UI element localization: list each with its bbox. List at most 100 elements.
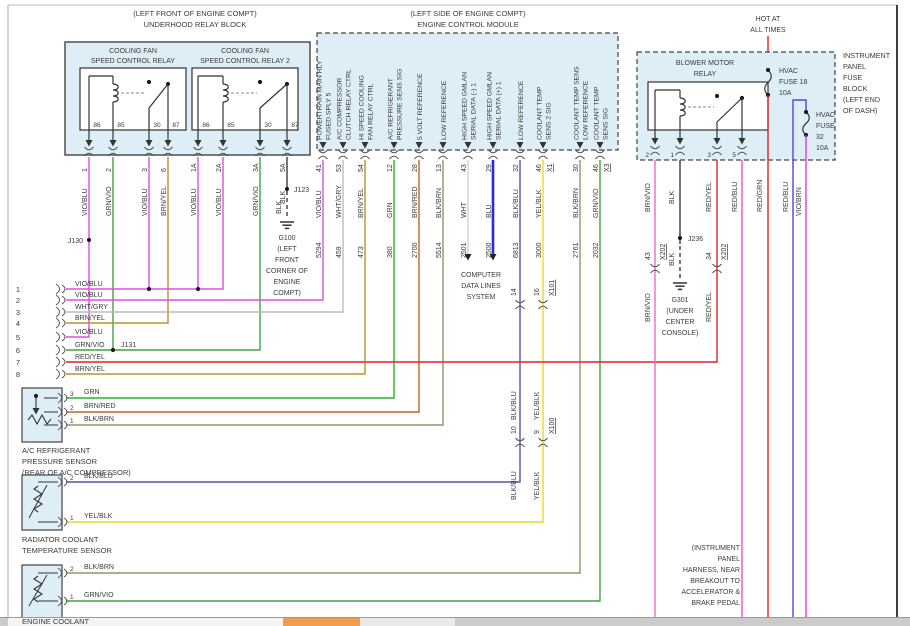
connector-chevron (144, 146, 154, 151)
wire-label: VIO/BLU (82, 188, 89, 216)
ecm-title: ENGINE CONTROL MODULE (417, 20, 518, 29)
connector-chevron (389, 149, 399, 154)
arrow-down-icon (319, 142, 327, 149)
connector-chevron (282, 146, 292, 151)
relay-name: SPEED CONTROL RELAY (91, 58, 175, 65)
wire-label: BRN/YEL (75, 315, 105, 322)
wire (66, 160, 581, 574)
wire (792, 99, 807, 626)
wire-label: WHT (461, 201, 468, 218)
harness-note: (INSTRUMENT (692, 545, 741, 552)
sensor-name: PRESSURE SENSOR (22, 457, 98, 466)
fuse-block-label: OF DASH) (843, 106, 877, 115)
connector-chevron (712, 269, 722, 274)
connector-chevron (438, 155, 448, 160)
connector-chevron (338, 155, 348, 160)
pin-number: 41 (316, 164, 323, 172)
wire-label: BLK/BLU (511, 391, 518, 420)
wire (66, 160, 601, 602)
wire-label: YEL/BLK (534, 471, 541, 500)
pin-number: 5 (732, 152, 736, 159)
ecm-box (316, 32, 619, 151)
connector-arc (57, 595, 62, 607)
connector-arc (61, 295, 66, 305)
connector-chevron (575, 155, 585, 160)
fuse-label: HVAC (816, 112, 835, 119)
pin-number: 53 (336, 164, 343, 172)
wire-label: VIO/BRN (796, 187, 803, 216)
fuse-block-label: FUSE (843, 73, 862, 82)
wire-label: GRN/VIO (75, 342, 105, 349)
relay-name: COOLING FAN (109, 48, 157, 55)
ground-label: CORNER OF (266, 268, 308, 275)
connector-arc (61, 345, 66, 355)
fuse-icon (764, 69, 772, 96)
wire-label: BLK/BLU (511, 471, 518, 500)
wire-label: BLK/BRN (436, 188, 443, 218)
arrow-down-icon (109, 140, 117, 147)
arrow-down-icon (415, 142, 423, 149)
wire (66, 160, 420, 413)
pin-number: 46 (593, 164, 600, 172)
pin-number: 3 (142, 168, 149, 172)
ecm-pin-function: LOW REFERENCE (583, 80, 590, 140)
ecm-pin-function: SERIAL DATA (-) 1 (471, 83, 478, 140)
ground-label: CENTER (666, 319, 695, 326)
connector-arc (63, 407, 68, 417)
sensor-name: (REAR OF A/C COMPRESSOR) (22, 468, 131, 477)
arrow-down-icon (464, 254, 472, 261)
blower-relay-title: BLOWER MOTOR (676, 60, 734, 67)
wire-label: BRN/RED (412, 186, 419, 218)
thermistor-arrow-icon (28, 484, 48, 519)
junction-dot (146, 286, 152, 292)
ground-label: (UNDER (666, 308, 693, 315)
scrollbar-track-light (360, 618, 455, 626)
wire-label: BLK/BRN (84, 416, 114, 423)
pin-number: 9 (534, 430, 541, 434)
sensor-box (21, 564, 63, 619)
arrow-down-icon (194, 140, 202, 147)
scrollbar-track-light (8, 618, 283, 626)
wire-label: VIO/BLU (75, 281, 103, 288)
arrow-down-icon (145, 140, 153, 147)
sensor-name: A/C REFRIGERANT (22, 446, 91, 455)
connector-arc (55, 317, 60, 329)
wire-label: WHT/GRY (75, 304, 108, 311)
wire-label: VIO/BLU (216, 188, 223, 216)
connector-arc (61, 307, 66, 317)
wire-label: BRN/VIO (645, 293, 652, 322)
connector-chevron (438, 149, 448, 154)
ecm-pin-function: FAN RELAY CTRL (368, 83, 375, 140)
connector-chevron (538, 437, 548, 442)
connector-chevron (538, 443, 548, 448)
pin-number: 6 (16, 346, 20, 355)
ecm-pin-function: SENS 2 SIG (546, 102, 553, 140)
connector-arc (57, 516, 62, 528)
ground-label: G301 (671, 297, 688, 304)
connector-chevron (650, 151, 660, 156)
ecm-pin-function: HIGH SPEED GMLAN (487, 72, 494, 140)
scrollbar-thumb[interactable] (283, 618, 360, 626)
fuse-label: 10A (779, 90, 792, 97)
thermistor-icon (32, 575, 44, 603)
connector-arc (63, 568, 68, 578)
arrow-down-icon (651, 138, 659, 145)
junction-dot (146, 79, 152, 85)
pin-number: 1 (70, 515, 74, 522)
connector-chevron (108, 152, 118, 157)
connector-chevron (318, 149, 328, 154)
sensor-box (21, 474, 63, 531)
wire (66, 157, 90, 338)
wire-label: GRN (84, 389, 100, 396)
wire (66, 160, 344, 313)
ground-label: CONSOLE) (662, 330, 699, 337)
connector-arc (55, 306, 60, 318)
relay-terminal: 87 (291, 122, 299, 129)
wire-label: GRN/VIO (84, 592, 114, 599)
wire-label: GRN (387, 202, 394, 218)
ground-label: ENGINE (274, 279, 301, 286)
connector-arc (57, 392, 62, 404)
pin-number: 12 (387, 164, 394, 172)
connector-chevron (255, 146, 265, 151)
arrow-down-icon (596, 142, 604, 149)
